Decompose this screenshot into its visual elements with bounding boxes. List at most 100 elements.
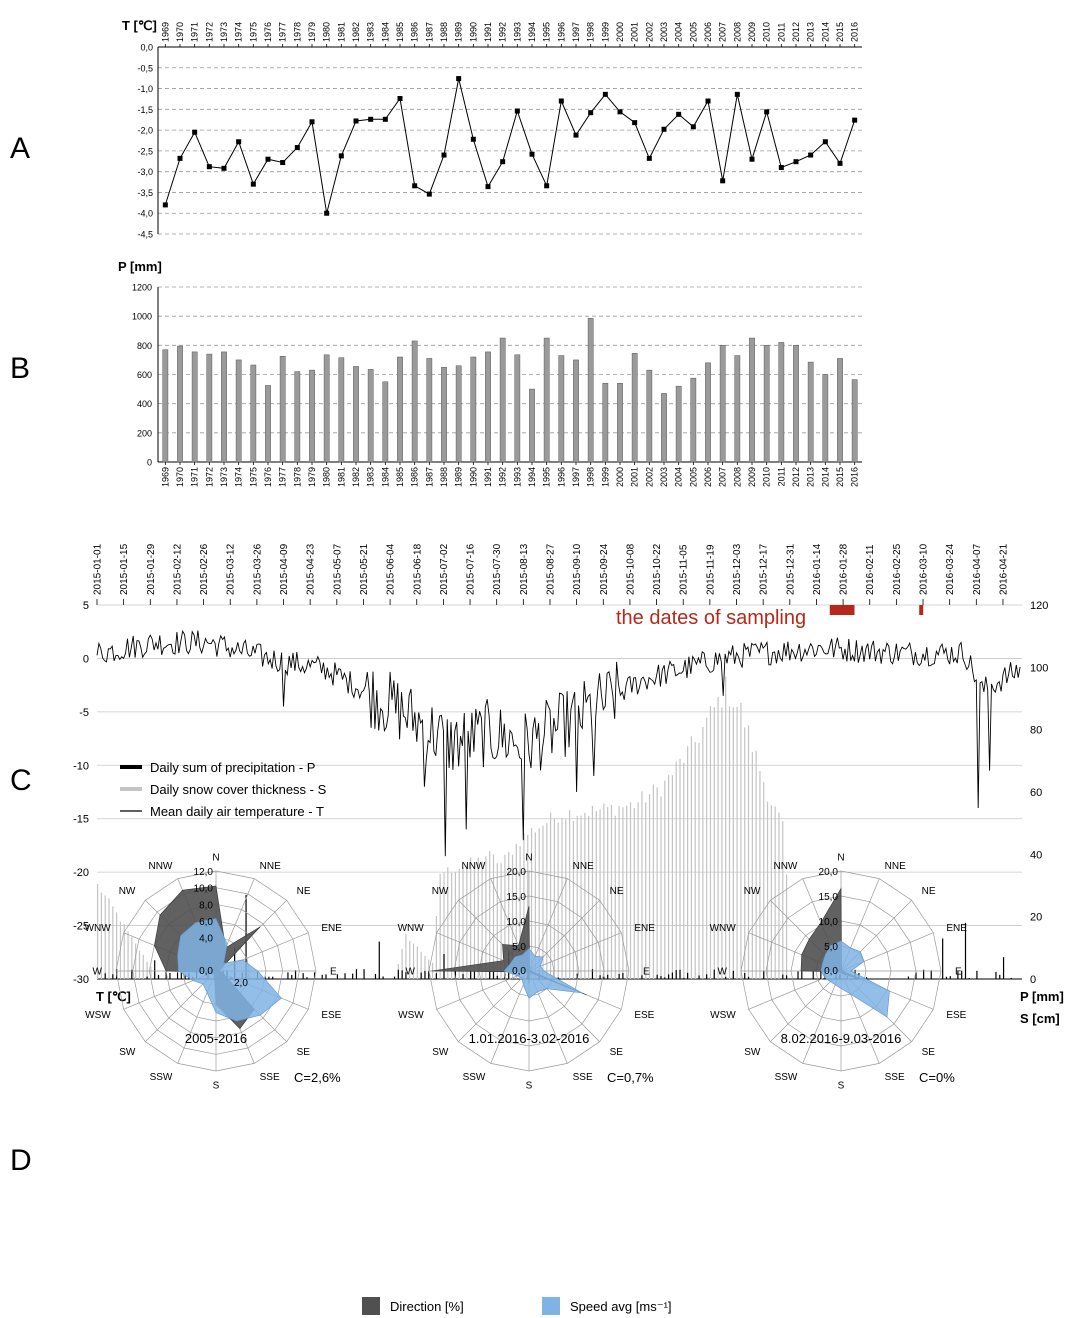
chart-c-precip-bar: [1010, 977, 1012, 979]
chart-a-point: [294, 145, 300, 151]
chart-c-xtick-label: 2015-07-02: [439, 543, 450, 595]
chart-c-sampling-period: [829, 605, 855, 615]
chart-a-xtick-label: 1998: [586, 22, 596, 42]
chart-b-xtick-label: 1996: [556, 467, 566, 487]
chart-c-xtick-label: 2016-04-21: [998, 543, 1009, 595]
chart-c-snow-bar: [549, 812, 552, 979]
chart-b-bar: [763, 345, 770, 463]
chart-a-point: [632, 120, 638, 126]
chart-a-xtick-label: 1979: [307, 22, 317, 42]
chart-b-bar: [778, 342, 785, 463]
chart-c-precip-bars: [104, 894, 1012, 979]
chart-b-bar: [309, 369, 315, 463]
chart-b-bar: [235, 359, 242, 463]
chart-c-precip-bar: [732, 970, 734, 979]
wind-rose-direction-label: SSW: [150, 1072, 173, 1083]
wind-rose-direction-label: NNW: [461, 861, 485, 872]
chart-c-left-tick-label: 0: [83, 653, 89, 665]
chart-c-snow-bar: [645, 802, 647, 979]
chart-a-xtick-label: 1977: [278, 22, 288, 42]
chart-b-ytick-label: 400: [137, 399, 152, 409]
chart-c-snow-bar: [687, 746, 689, 979]
chart-a-xtick-label: 1975: [248, 22, 258, 42]
chart-c-precip-bar: [1002, 957, 1005, 979]
chart-c-precip-bar: [313, 972, 316, 979]
chart-c-precip-bar: [443, 954, 445, 979]
chart-a-xtick-label: 1980: [322, 22, 332, 42]
chart-b-bar: [734, 355, 741, 463]
chart-a-xtick-label: 2003: [659, 22, 669, 42]
chart-c-snow-bar: [667, 775, 670, 979]
chart-b-xtick-label: 1977: [278, 467, 288, 487]
chart-c-snow-bar: [595, 811, 597, 979]
chart-a-ytick-label: -4,0: [137, 209, 153, 219]
chart-a-ytick-label: -1,0: [137, 84, 153, 94]
chart-b-bar: [719, 345, 726, 463]
chart-c-precip-bar: [930, 970, 932, 979]
panel-letter-b: B: [10, 352, 30, 385]
chart-a-xtick-label: 1974: [234, 22, 244, 42]
chart-b-bar: [338, 357, 345, 463]
wind-rose-2: 20,0 15,0 10,0 5,0 0,0 N NNE NE ENE E ESE SE SSE S SSW…: [398, 853, 656, 1092]
chart-c-snow-bar: [751, 752, 753, 979]
wind-rose-direction-label: SSW: [775, 1072, 798, 1083]
chart-c-precip-bar: [618, 973, 620, 979]
chart-a-xtick-label: 1978: [292, 22, 302, 42]
chart-a-point: [529, 151, 535, 157]
chart-c-snow-bar: [439, 873, 441, 979]
wind-rose-spoke: [528, 932, 622, 972]
chart-b-xtick-label: 1994: [527, 467, 537, 487]
chart-c-precip-bar: [355, 969, 358, 979]
chart-a-point: [852, 117, 858, 123]
chart-a-xtick-label: 1972: [204, 22, 214, 42]
chart-b-ylabel: P [mm]: [118, 259, 162, 274]
chart-c-snow-bar: [709, 706, 712, 979]
chart-b-xtick-label: 1995: [542, 467, 552, 487]
chart-c-snow-bar: [694, 742, 696, 979]
chart-c-precip-bar: [104, 973, 106, 979]
chart-c-snow-bar: [424, 955, 426, 979]
chart-c-precip-bar: [344, 973, 346, 979]
chart-c-xtick-label: 2015-07-16: [466, 543, 477, 595]
chart-c-snow-bar: [454, 871, 457, 979]
chart-a-series-line: [164, 78, 856, 214]
chart-a-xtick-label: 1986: [410, 22, 420, 42]
chart-c-right-tick-label: 0: [1030, 974, 1036, 986]
chart-b-xtick-label: 1986: [410, 467, 420, 487]
chart-c-snow-bar: [599, 809, 601, 979]
chart-a-xtick-label: 1981: [336, 22, 346, 42]
chart-c-left-axis-label: T [℃]: [96, 989, 131, 1004]
chart-c-xtick-label: 2015-08-27: [545, 543, 556, 595]
chart-c-snow-bar: [660, 796, 662, 979]
legend-speed-label: Speed avg [ms⁻¹]: [570, 1299, 672, 1314]
chart-b-xtick-label: 2006: [703, 467, 713, 487]
chart-c-xtick-label: 2015-03-12: [226, 543, 237, 595]
chart-c-precip-bar: [812, 970, 814, 979]
chart-a-xtick-label: 1982: [351, 22, 361, 42]
chart-c-snow-bar: [569, 810, 571, 979]
chart-b-xtick-label: 1982: [351, 467, 361, 487]
chart-b-xtick-label: 2007: [718, 467, 728, 487]
chart-a-xtick-label: 1997: [571, 22, 581, 42]
chart-c-precip-bar: [641, 975, 643, 979]
chart-b-grid: [157, 286, 862, 463]
chart-c-right-tick-label: 100: [1030, 662, 1048, 674]
chart-c-snow-bar: [728, 706, 731, 979]
chart-c-precip-bar: [294, 970, 297, 979]
wind-rose-radial-label: 10,0: [819, 917, 839, 928]
chart-c-snow-bar: [146, 961, 148, 979]
chart-b-xtick-label: 2004: [674, 467, 684, 487]
chart-c-snow-bar: [489, 851, 491, 979]
chart-a-xtick-label: 2012: [791, 22, 801, 42]
chart-a-point: [690, 124, 696, 130]
legend-temp-label: Mean daily air temperature - T: [150, 804, 324, 819]
chart-c-precip-bar: [424, 970, 426, 979]
chart-b-bar: [558, 355, 565, 463]
chart-c-snow-bar: [443, 872, 445, 979]
wind-rose-direction-label: SW: [744, 1047, 761, 1058]
chart-c-xtick-label: 2015-10-08: [625, 543, 636, 595]
wind-rose-1: 12,010,08,06,04,00,02,0NNNENEENEEESESESS…: [85, 853, 343, 1092]
chart-c-precip-bar: [272, 976, 274, 979]
wind-rose-direction-label: SSE: [885, 1072, 905, 1083]
chart-a-xticks: 1969 1970 1971 1972 1973 1974 1975 1976 1977 1978…: [160, 22, 860, 47]
